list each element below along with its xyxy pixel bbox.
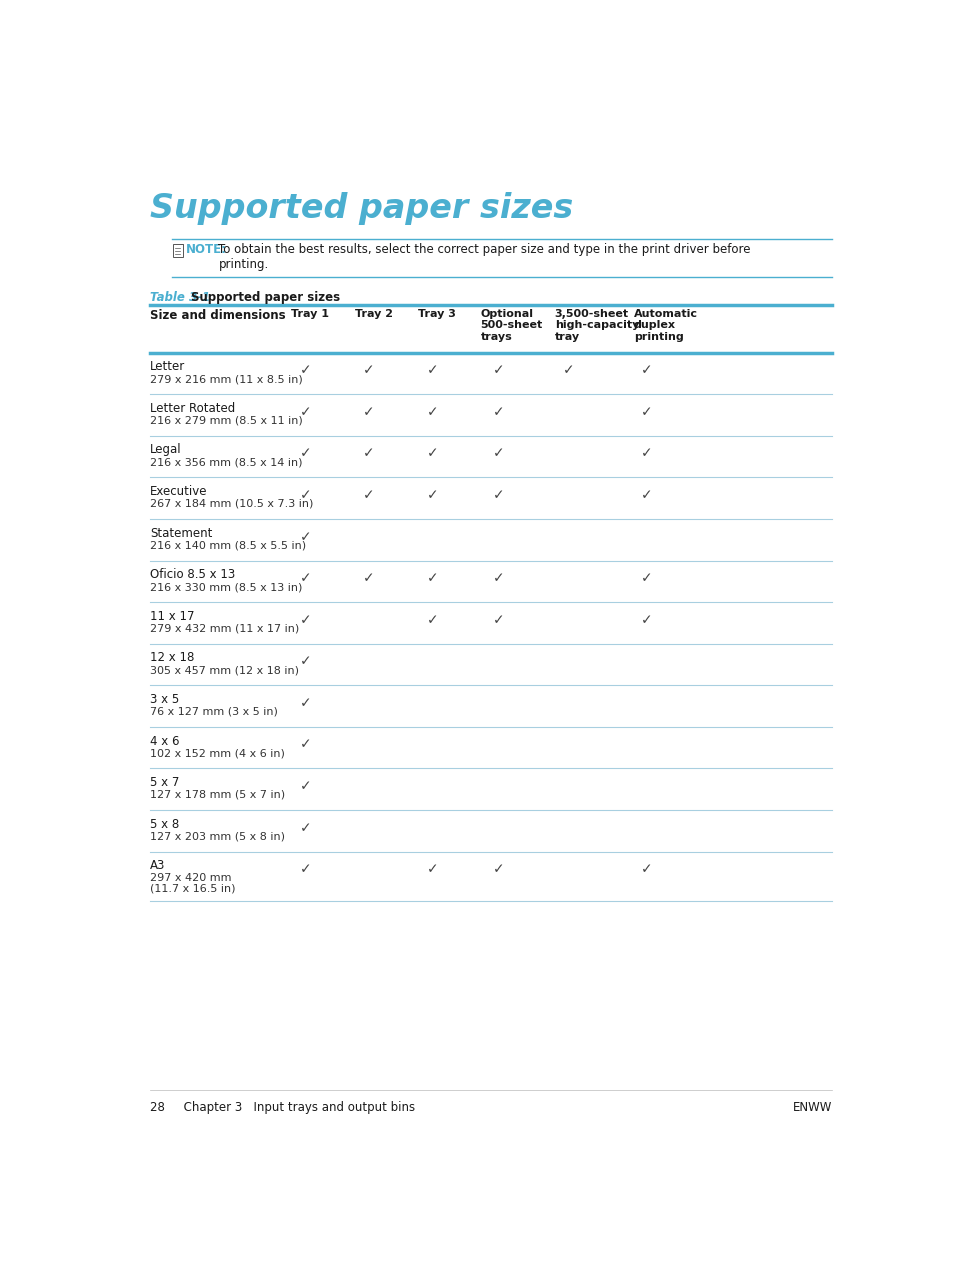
Text: 11 x 17: 11 x 17 xyxy=(150,610,194,622)
Text: ✓: ✓ xyxy=(426,613,437,627)
Text: 76 x 127 mm (3 x 5 in): 76 x 127 mm (3 x 5 in) xyxy=(150,707,278,716)
Text: ✓: ✓ xyxy=(493,488,504,502)
Text: ENWW: ENWW xyxy=(792,1101,831,1114)
Text: ✓: ✓ xyxy=(493,447,504,461)
Text: 127 x 178 mm (5 x 7 in): 127 x 178 mm (5 x 7 in) xyxy=(150,790,285,800)
Text: 3 x 5: 3 x 5 xyxy=(150,693,179,706)
Text: 5 x 7: 5 x 7 xyxy=(150,776,179,789)
Text: Optional
500-sheet
trays: Optional 500-sheet trays xyxy=(480,309,542,342)
Text: To obtain the best results, select the correct paper size and type in the print : To obtain the best results, select the c… xyxy=(218,244,750,272)
Text: ✓: ✓ xyxy=(426,447,437,461)
Text: Tray 3: Tray 3 xyxy=(418,309,456,319)
Text: ✓: ✓ xyxy=(362,572,375,585)
Text: 5 x 8: 5 x 8 xyxy=(150,818,179,831)
Text: ✓: ✓ xyxy=(362,405,375,419)
Text: Automatic
duplex
printing: Automatic duplex printing xyxy=(633,309,697,342)
Text: 12 x 18: 12 x 18 xyxy=(150,652,194,664)
Text: ✓: ✓ xyxy=(299,780,311,794)
Text: ✓: ✓ xyxy=(639,363,652,377)
Text: ✓: ✓ xyxy=(299,820,311,834)
Text: Tray 2: Tray 2 xyxy=(355,309,393,319)
Text: ✓: ✓ xyxy=(299,862,311,876)
Text: ✓: ✓ xyxy=(299,572,311,585)
Text: ✓: ✓ xyxy=(493,363,504,377)
Text: 102 x 152 mm (4 x 6 in): 102 x 152 mm (4 x 6 in) xyxy=(150,748,285,758)
Text: ✓: ✓ xyxy=(426,862,437,876)
Text: ✓: ✓ xyxy=(426,405,437,419)
Text: Table 3-1: Table 3-1 xyxy=(150,291,211,304)
FancyBboxPatch shape xyxy=(172,244,183,257)
Text: 4 x 6: 4 x 6 xyxy=(150,734,179,748)
Text: 279 x 216 mm (11 x 8.5 in): 279 x 216 mm (11 x 8.5 in) xyxy=(150,375,303,384)
Text: 279 x 432 mm (11 x 17 in): 279 x 432 mm (11 x 17 in) xyxy=(150,624,299,634)
Text: 216 x 140 mm (8.5 x 5.5 in): 216 x 140 mm (8.5 x 5.5 in) xyxy=(150,541,306,550)
Text: ✓: ✓ xyxy=(493,572,504,585)
Text: 216 x 330 mm (8.5 x 13 in): 216 x 330 mm (8.5 x 13 in) xyxy=(150,582,302,592)
Text: ✓: ✓ xyxy=(639,488,652,502)
Text: Size and dimensions: Size and dimensions xyxy=(150,309,286,321)
Text: ✓: ✓ xyxy=(493,405,504,419)
Text: (11.7 x 16.5 in): (11.7 x 16.5 in) xyxy=(150,883,235,893)
Text: Executive: Executive xyxy=(150,485,208,498)
Text: 127 x 203 mm (5 x 8 in): 127 x 203 mm (5 x 8 in) xyxy=(150,832,285,842)
Text: 28     Chapter 3   Input trays and output bins: 28 Chapter 3 Input trays and output bins xyxy=(150,1101,415,1114)
Text: Supported paper sizes: Supported paper sizes xyxy=(150,193,573,226)
Text: ✓: ✓ xyxy=(362,447,375,461)
Text: Statement: Statement xyxy=(150,527,213,540)
Text: 297 x 420 mm: 297 x 420 mm xyxy=(150,872,232,883)
Text: 305 x 457 mm (12 x 18 in): 305 x 457 mm (12 x 18 in) xyxy=(150,665,299,676)
Text: ✓: ✓ xyxy=(493,862,504,876)
Text: ✓: ✓ xyxy=(639,405,652,419)
Text: Letter: Letter xyxy=(150,361,185,373)
Text: 267 x 184 mm (10.5 x 7.3 in): 267 x 184 mm (10.5 x 7.3 in) xyxy=(150,499,314,509)
Text: ✓: ✓ xyxy=(639,447,652,461)
Text: ✓: ✓ xyxy=(639,613,652,627)
Text: NOTE:: NOTE: xyxy=(186,244,227,257)
Text: ✓: ✓ xyxy=(299,488,311,502)
Text: ✓: ✓ xyxy=(299,405,311,419)
Text: Legal: Legal xyxy=(150,443,182,456)
Text: ✓: ✓ xyxy=(299,447,311,461)
Text: ✓: ✓ xyxy=(299,530,311,544)
Text: Supported paper sizes: Supported paper sizes xyxy=(191,291,339,304)
Text: ✓: ✓ xyxy=(299,654,311,668)
Text: ✓: ✓ xyxy=(362,488,375,502)
Text: ✓: ✓ xyxy=(639,572,652,585)
Text: 216 x 356 mm (8.5 x 14 in): 216 x 356 mm (8.5 x 14 in) xyxy=(150,457,302,467)
Text: ✓: ✓ xyxy=(493,613,504,627)
Text: ✓: ✓ xyxy=(362,363,375,377)
Text: ✓: ✓ xyxy=(426,488,437,502)
Text: ✓: ✓ xyxy=(562,363,574,377)
Text: ✓: ✓ xyxy=(299,738,311,752)
Text: ✓: ✓ xyxy=(639,862,652,876)
Text: Letter Rotated: Letter Rotated xyxy=(150,401,235,415)
Text: Oficio 8.5 x 13: Oficio 8.5 x 13 xyxy=(150,568,235,582)
Text: A3: A3 xyxy=(150,860,166,872)
Text: Tray 1: Tray 1 xyxy=(291,309,329,319)
Text: ✓: ✓ xyxy=(426,363,437,377)
Text: ✓: ✓ xyxy=(299,613,311,627)
Text: 3,500-sheet
high-capacity
tray: 3,500-sheet high-capacity tray xyxy=(555,309,639,342)
Text: ✓: ✓ xyxy=(299,696,311,710)
Text: 216 x 279 mm (8.5 x 11 in): 216 x 279 mm (8.5 x 11 in) xyxy=(150,415,303,425)
Text: ✓: ✓ xyxy=(426,572,437,585)
Text: ✓: ✓ xyxy=(299,363,311,377)
